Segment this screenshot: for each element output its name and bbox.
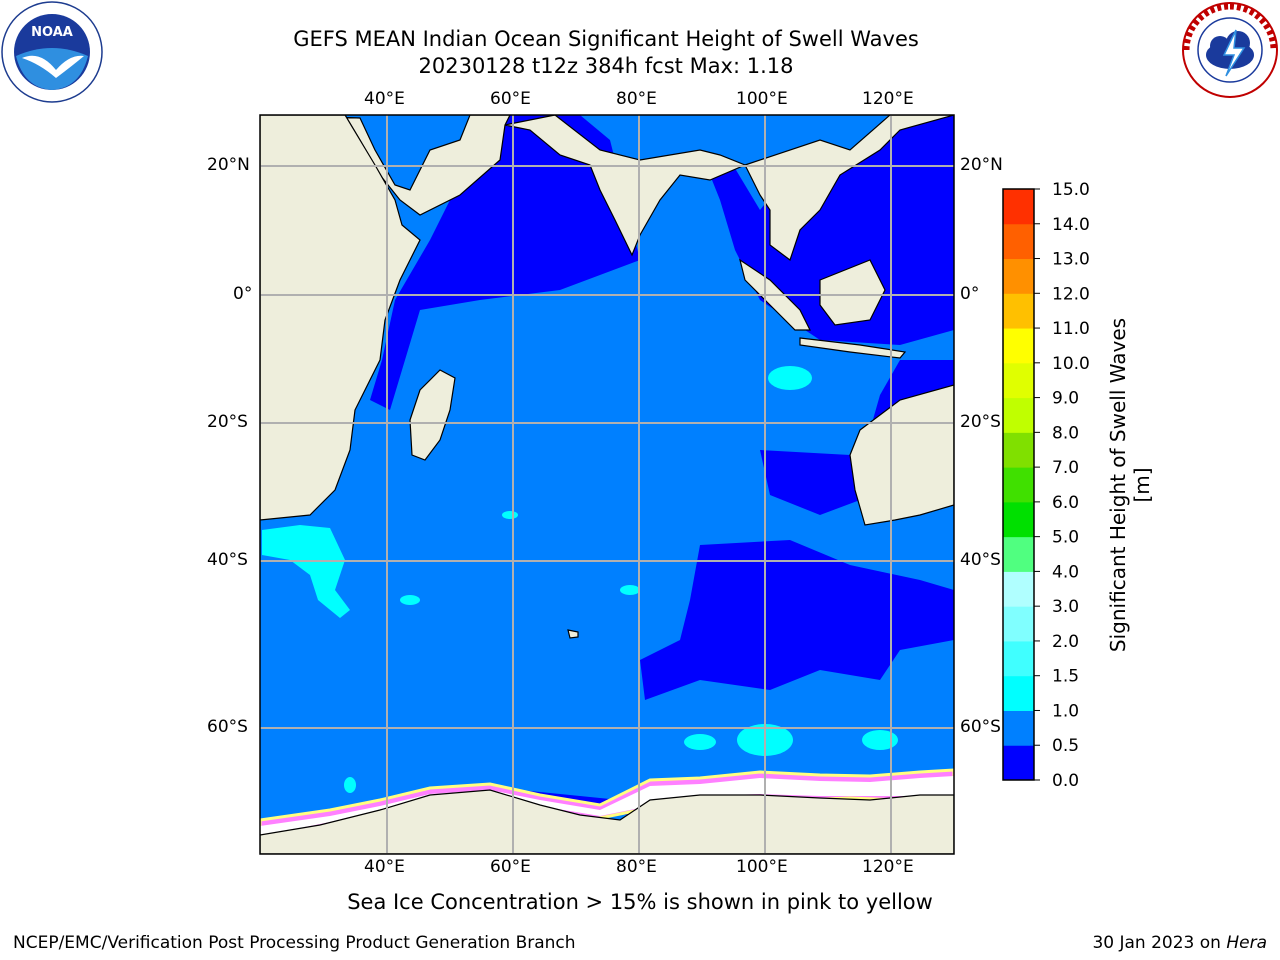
colorbar-tick-label: 13.0 bbox=[1052, 250, 1090, 270]
colorbar-frame bbox=[1002, 188, 1035, 781]
colorbar-label: Significant Height of Swell Waves [m] bbox=[1106, 317, 1154, 653]
lon-tick-bottom-100e: 100°E bbox=[736, 857, 788, 877]
lat-tick-right-20s: 20°S bbox=[960, 412, 1001, 432]
colorbar-segment bbox=[1003, 293, 1034, 329]
lon-tick-bottom-60e: 60°E bbox=[490, 857, 531, 877]
footer-machine: Hera bbox=[1226, 933, 1267, 953]
colorbar-segment bbox=[1003, 397, 1034, 433]
colorbar-tick-label: 8.0 bbox=[1052, 423, 1079, 443]
colorbar-tick-label: 2.0 bbox=[1052, 632, 1079, 652]
colorbar-segment bbox=[1003, 536, 1034, 572]
lat-tick-right-60s: 60°S bbox=[960, 717, 1001, 737]
footer-date-text: 30 Jan 2023 on bbox=[1092, 933, 1227, 953]
lat-tick-left-20n: 20°N bbox=[207, 155, 250, 175]
lat-tick-left-0: 0° bbox=[233, 284, 253, 304]
lat-tick-left-60s: 60°S bbox=[207, 717, 248, 737]
colorbar-tick-label: 5.0 bbox=[1052, 528, 1079, 548]
colorbar-tick-label: 0.0 bbox=[1052, 771, 1079, 791]
colorbar-tick-label: 12.0 bbox=[1052, 284, 1090, 304]
svg-text:NOAA: NOAA bbox=[31, 25, 73, 40]
grid-lines bbox=[260, 115, 954, 854]
colorbar-segment bbox=[1003, 501, 1034, 538]
colorbar-tick-label: 10.0 bbox=[1052, 354, 1090, 374]
lon-tick-top-80e: 80°E bbox=[616, 89, 657, 109]
lon-tick-bottom-120e: 120°E bbox=[862, 857, 914, 877]
colorbar-tick-label: 11.0 bbox=[1052, 319, 1090, 339]
chart-title: GEFS MEAN Indian Ocean Significant Heigh… bbox=[293, 27, 919, 51]
map-frame bbox=[259, 114, 955, 855]
lon-tick-top-120e: 120°E bbox=[862, 89, 914, 109]
colorbar-tick-label: 6.0 bbox=[1052, 493, 1079, 513]
map-plot-area bbox=[260, 115, 954, 854]
lon-tick-bottom-80e: 80°E bbox=[616, 857, 657, 877]
colorbar-segment bbox=[1003, 571, 1034, 607]
colorbar-tick-label: 4.0 bbox=[1052, 562, 1079, 582]
colorbar-tick-label: 1.0 bbox=[1052, 701, 1079, 721]
colorbar-segment bbox=[1003, 328, 1034, 364]
colorbar-tick-label: 15.0 bbox=[1052, 180, 1090, 200]
colorbar-segment bbox=[1003, 606, 1034, 642]
noaa-logo: NOAA bbox=[1, 1, 103, 103]
lat-tick-right-40s: 40°S bbox=[960, 550, 1001, 570]
colorbar-segment bbox=[1003, 467, 1034, 503]
lon-tick-top-40e: 40°E bbox=[364, 89, 405, 109]
colorbar-ticks: 0.0 0.5 1.0 1.5 2.0 3.0 4.0 5.0 6.0 7.0 8.0 9.0 10.0… bbox=[1034, 180, 1090, 791]
colorbar-segment bbox=[1003, 223, 1034, 260]
colorbar-tick-label: 7.0 bbox=[1052, 458, 1079, 478]
colorbar-segment bbox=[1003, 745, 1034, 781]
colorbar-segment bbox=[1003, 710, 1034, 746]
footer-credit: NCEP/EMC/Verification Post Processing Pr… bbox=[13, 933, 576, 953]
footer-date: 30 Jan 2023 on Hera bbox=[1092, 933, 1267, 953]
colorbar-segment bbox=[1003, 640, 1034, 677]
colorbar-tick-label: 3.0 bbox=[1052, 597, 1079, 617]
lon-tick-top-60e: 60°E bbox=[490, 89, 531, 109]
colorbar-tick-label: 9.0 bbox=[1052, 389, 1079, 409]
chart-subtitle: 20230128 t12z 384h fcst Max: 1.18 bbox=[418, 54, 794, 78]
nws-logo bbox=[1182, 2, 1278, 98]
colorbar-segment bbox=[1003, 258, 1034, 294]
colorbar-segment bbox=[1003, 675, 1034, 711]
lat-tick-right-20n: 20°N bbox=[960, 155, 1003, 175]
lat-tick-right-0: 0° bbox=[960, 284, 980, 304]
sea-ice-caption: Sea Ice Concentration > 15% is shown in … bbox=[347, 890, 933, 914]
lon-tick-top-100e: 100°E bbox=[736, 89, 788, 109]
lat-tick-left-40s: 40°S bbox=[207, 550, 248, 570]
lat-tick-left-20s: 20°S bbox=[207, 412, 248, 432]
colorbar-segment bbox=[1003, 432, 1034, 468]
high-swell-patches bbox=[262, 366, 898, 793]
lon-tick-bottom-40e: 40°E bbox=[364, 857, 405, 877]
colorbar bbox=[1003, 189, 1034, 781]
colorbar-segment bbox=[1003, 362, 1034, 399]
colorbar-tick-label: 1.5 bbox=[1052, 667, 1079, 687]
colorbar-segment bbox=[1003, 189, 1034, 225]
colorbar-tick-label: 14.0 bbox=[1052, 215, 1090, 235]
land-masses bbox=[260, 115, 954, 854]
colorbar-tick-label: 0.5 bbox=[1052, 736, 1079, 756]
